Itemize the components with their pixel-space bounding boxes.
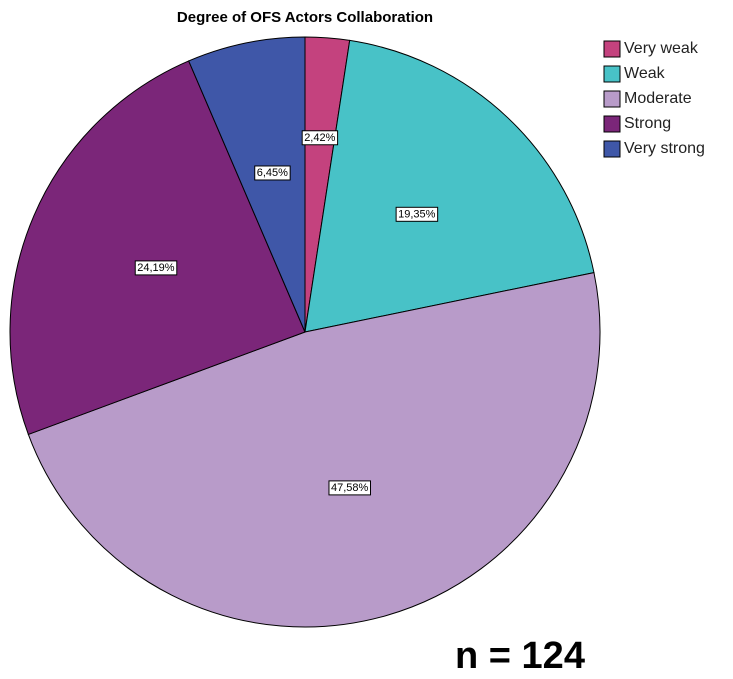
legend-swatch — [603, 115, 621, 133]
pie-slice — [304, 39, 595, 333]
pie-slice — [27, 271, 601, 628]
data-label-box — [395, 206, 439, 222]
data-label: 24,19% — [137, 262, 175, 274]
legend-label: Strong — [624, 115, 671, 132]
data-label: 47,58% — [331, 482, 369, 494]
data-label-box — [254, 165, 291, 181]
data-label-box — [134, 260, 178, 276]
legend-label: Weak — [624, 65, 666, 82]
legend-swatch — [603, 40, 621, 58]
data-label-box — [301, 130, 339, 146]
data-label: 6,45% — [257, 167, 288, 179]
pie-slice — [9, 60, 306, 436]
legend-label: Moderate — [624, 90, 692, 107]
pie-slice — [188, 36, 306, 333]
legend-label: Very weak — [624, 40, 699, 57]
data-label: 2,42% — [304, 132, 335, 144]
legend-swatch — [603, 140, 621, 158]
data-label-box — [328, 480, 372, 496]
legend-swatch — [603, 65, 621, 83]
legend-label: Very strong — [624, 140, 705, 157]
annotation: n = 124 — [455, 635, 585, 677]
chart-title: Degree of OFS Actors Collaboration — [177, 9, 433, 26]
legend-swatch — [603, 90, 621, 108]
data-label: 19,35% — [398, 208, 436, 220]
